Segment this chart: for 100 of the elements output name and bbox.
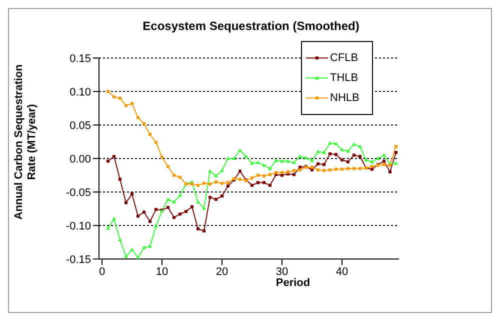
point <box>316 150 320 154</box>
point <box>274 158 278 162</box>
line-series <box>106 141 398 259</box>
point <box>280 171 284 174</box>
point <box>358 167 362 170</box>
point <box>196 227 200 230</box>
point <box>226 156 230 160</box>
legend-label: CFLB <box>330 51 358 66</box>
point <box>352 167 356 170</box>
legend-label: NHLB <box>330 91 360 106</box>
point <box>172 216 176 219</box>
point <box>352 154 356 157</box>
point <box>346 160 350 164</box>
point <box>226 181 230 184</box>
point <box>148 244 152 248</box>
point <box>220 194 224 198</box>
point <box>214 198 218 201</box>
point <box>106 226 110 230</box>
point <box>124 104 128 108</box>
point <box>382 163 386 166</box>
point <box>304 156 308 160</box>
point <box>346 167 350 170</box>
point <box>340 158 344 162</box>
y-tick-label: -0.10 <box>66 220 91 232</box>
point <box>118 238 122 242</box>
point <box>322 169 326 172</box>
point <box>166 165 170 168</box>
y-tick-label: -0.05 <box>66 186 91 199</box>
point <box>298 168 302 172</box>
point <box>370 160 374 164</box>
point <box>322 150 326 154</box>
point <box>238 170 242 173</box>
y-axis-title: Annual Carbon Sequestration Rate (MT/year) <box>13 63 39 222</box>
point <box>148 132 152 136</box>
point <box>262 174 266 178</box>
point <box>328 152 332 156</box>
point <box>364 158 368 162</box>
point <box>166 206 170 209</box>
point <box>154 224 158 228</box>
point <box>118 178 122 181</box>
point <box>268 173 272 176</box>
point <box>334 152 338 156</box>
point <box>184 210 188 213</box>
point <box>250 184 254 187</box>
point <box>244 154 248 158</box>
x-tick-label: 10 <box>156 266 168 278</box>
point <box>136 256 140 259</box>
point <box>178 176 182 179</box>
line-series <box>106 90 398 187</box>
legend-label: THLB <box>330 71 358 86</box>
point <box>142 210 146 214</box>
point <box>202 206 206 210</box>
point <box>160 156 164 159</box>
point <box>154 208 158 211</box>
point <box>394 150 398 154</box>
point <box>208 182 212 186</box>
point <box>124 254 128 258</box>
y-tick-label: 0.00 <box>70 153 91 166</box>
point <box>214 180 218 184</box>
point <box>238 178 242 181</box>
point <box>202 182 206 185</box>
point <box>220 168 224 172</box>
x-tick-label: 40 <box>336 266 348 278</box>
point <box>172 174 176 177</box>
point <box>292 173 296 176</box>
point <box>346 149 350 153</box>
line-series <box>106 150 398 232</box>
point <box>136 214 140 218</box>
x-axis-title: Period <box>274 277 312 289</box>
point <box>292 169 296 172</box>
point <box>394 144 398 148</box>
point <box>166 197 170 201</box>
point <box>226 184 230 188</box>
point <box>256 174 260 177</box>
point <box>328 168 332 172</box>
point <box>358 144 362 148</box>
y-tick-label: 0.10 <box>70 86 91 98</box>
point <box>154 140 158 144</box>
point <box>250 176 254 180</box>
point <box>292 160 296 164</box>
point <box>256 160 260 164</box>
point <box>352 142 356 146</box>
point <box>232 156 236 160</box>
point <box>340 168 344 171</box>
point <box>130 248 134 252</box>
y-tick-label: 0.15 <box>70 52 91 65</box>
point <box>148 220 152 223</box>
point <box>262 181 266 184</box>
point <box>142 122 146 126</box>
point <box>214 174 218 178</box>
point <box>298 154 302 158</box>
point <box>280 159 284 163</box>
point <box>382 153 386 157</box>
point <box>316 162 320 166</box>
point <box>328 141 332 145</box>
point <box>112 95 116 98</box>
point <box>196 200 200 204</box>
point <box>334 142 338 146</box>
point <box>190 205 194 208</box>
point <box>190 182 194 186</box>
